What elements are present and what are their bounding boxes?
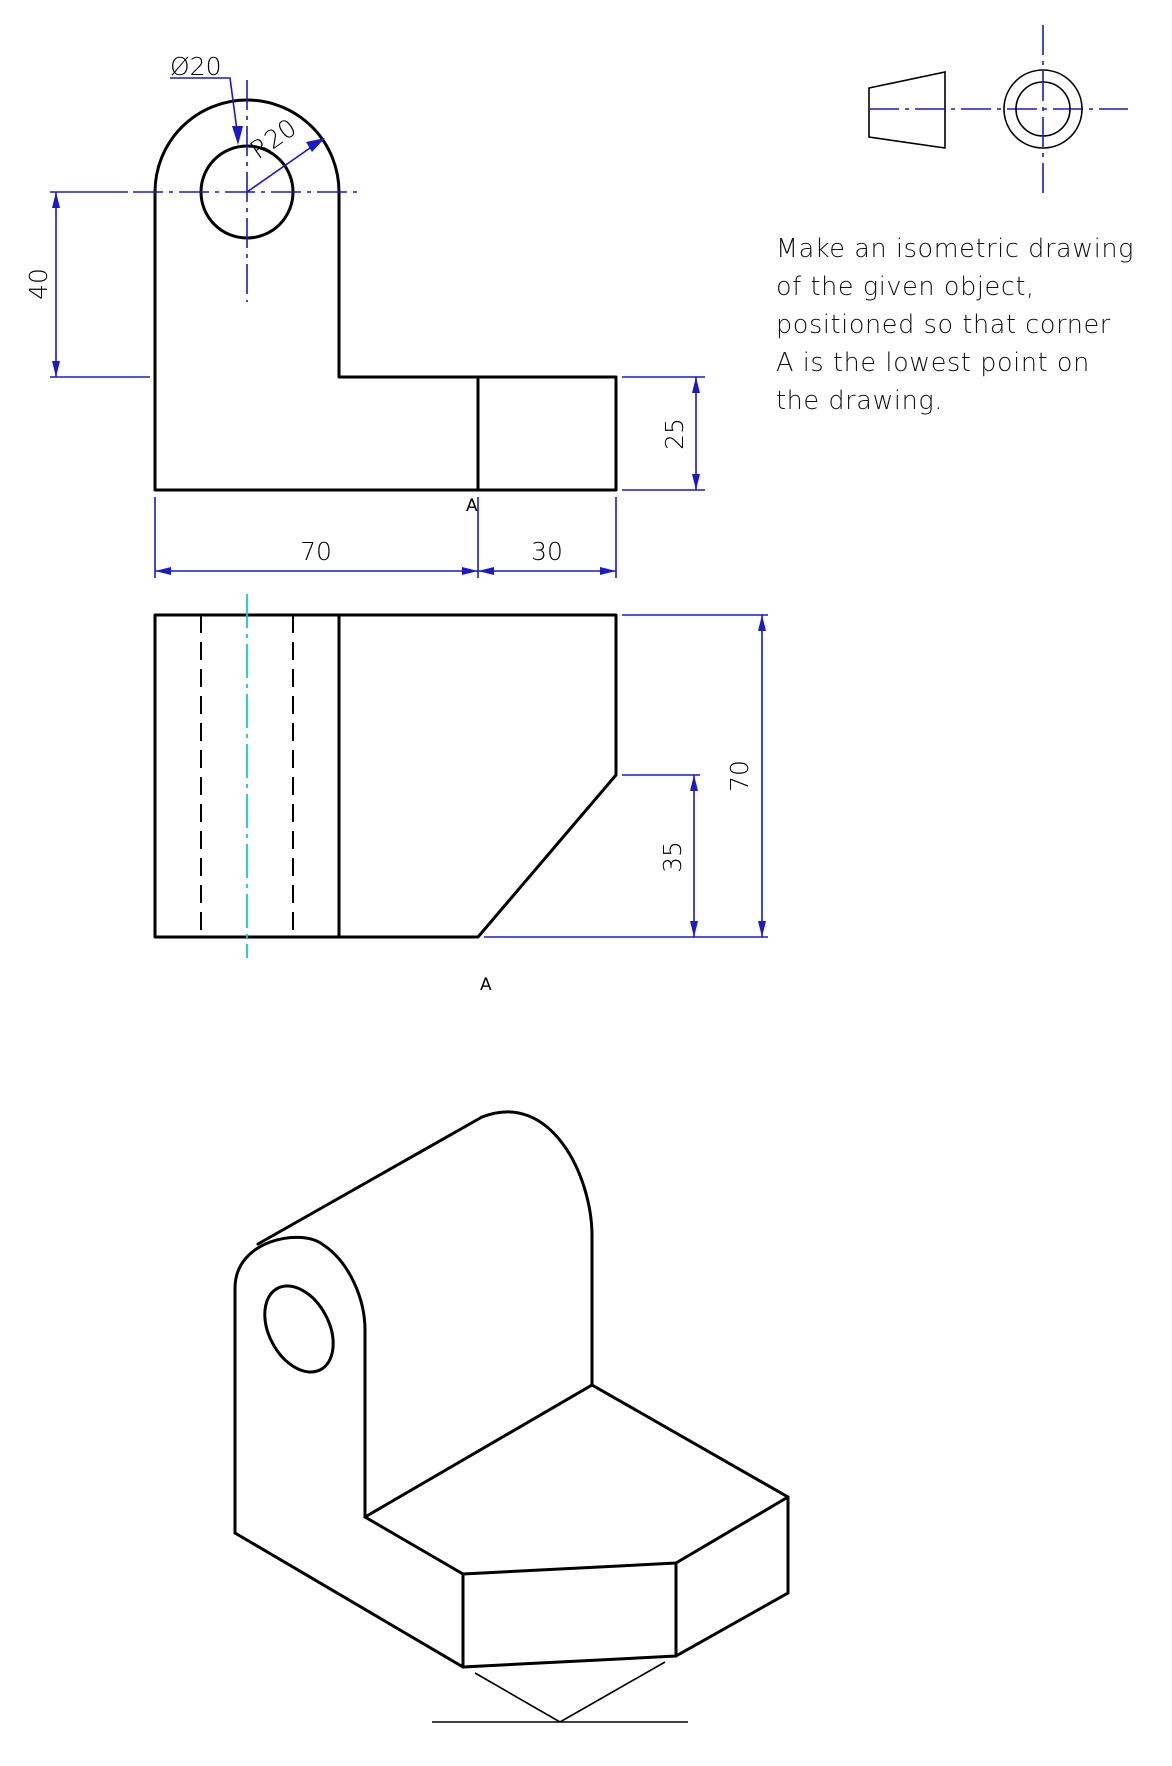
dim-30-arrow-right [600,567,616,575]
iso-back-top-edge [256,1115,484,1246]
dim-40-arrow-bottom [52,361,60,377]
dim-35-arrow-top [690,775,698,791]
diameter-leader-line [170,77,239,139]
dim-40-label: 40 [24,268,53,300]
dim-70v-label: 70 [725,760,754,792]
iso-bottom-edge [461,1591,790,1669]
iso-front-arch [233,1235,367,1332]
front-view-corner-label: A [466,496,478,516]
dim-30-label: 30 [531,537,563,566]
instructions-line: the drawing. [776,386,943,416]
dim-35-arrow-bottom [690,921,698,937]
projection-symbol-outer-circle [1003,69,1083,149]
instructions-line: A is the lowest point on [776,348,1090,378]
dim-70v-arrow-bottom [758,921,766,937]
diameter-label: Ø20 [170,52,222,81]
dim-25-label: 25 [660,418,689,450]
dim-70-arrow-right [462,567,478,575]
front-view-outline [153,98,618,492]
instructions-line: of the given object, [776,272,1035,302]
instructions-line: Make an isometric drawing [776,234,1135,264]
iso-corner-a-guide-left [474,1672,561,1723]
iso-base-left-edge [233,1531,465,1669]
radius-leader-arrow [306,138,325,152]
dim-30-arrow-left [478,567,494,575]
top-view: 70 35 A [153,594,768,995]
iso-corner-a-guide-right [559,1661,666,1723]
dim-25-arrow-bottom [692,474,700,490]
iso-top-face-back [363,1383,790,1519]
top-view-outline [153,613,618,939]
radius-leader-line [246,140,321,193]
dim-35-label: 35 [658,841,687,873]
iso-back-arch [480,1110,594,1238]
dim-25-arrow-top [692,377,700,393]
top-view-corner-label: A [480,975,492,995]
dim-70-label: 70 [300,537,332,566]
front-view: Ø20 R20 40 25 70 30 A [24,52,705,578]
radius-label: R20 [245,113,302,165]
diameter-leader-arrow [232,126,243,145]
isometric-drawing [233,1110,790,1723]
projection-symbol-frustum [868,71,946,149]
iso-top-face-front [363,1495,790,1576]
instructions-text: Make an isometric drawing of the given o… [776,230,1166,420]
projection-symbol [868,25,1128,195]
instructions-line: positioned so that corner [776,310,1111,340]
dim-70v-arrow-top [758,615,766,631]
iso-hole [263,1284,335,1374]
dim-40-arrow-top [52,192,60,208]
dim-70-arrow-left [155,567,171,575]
